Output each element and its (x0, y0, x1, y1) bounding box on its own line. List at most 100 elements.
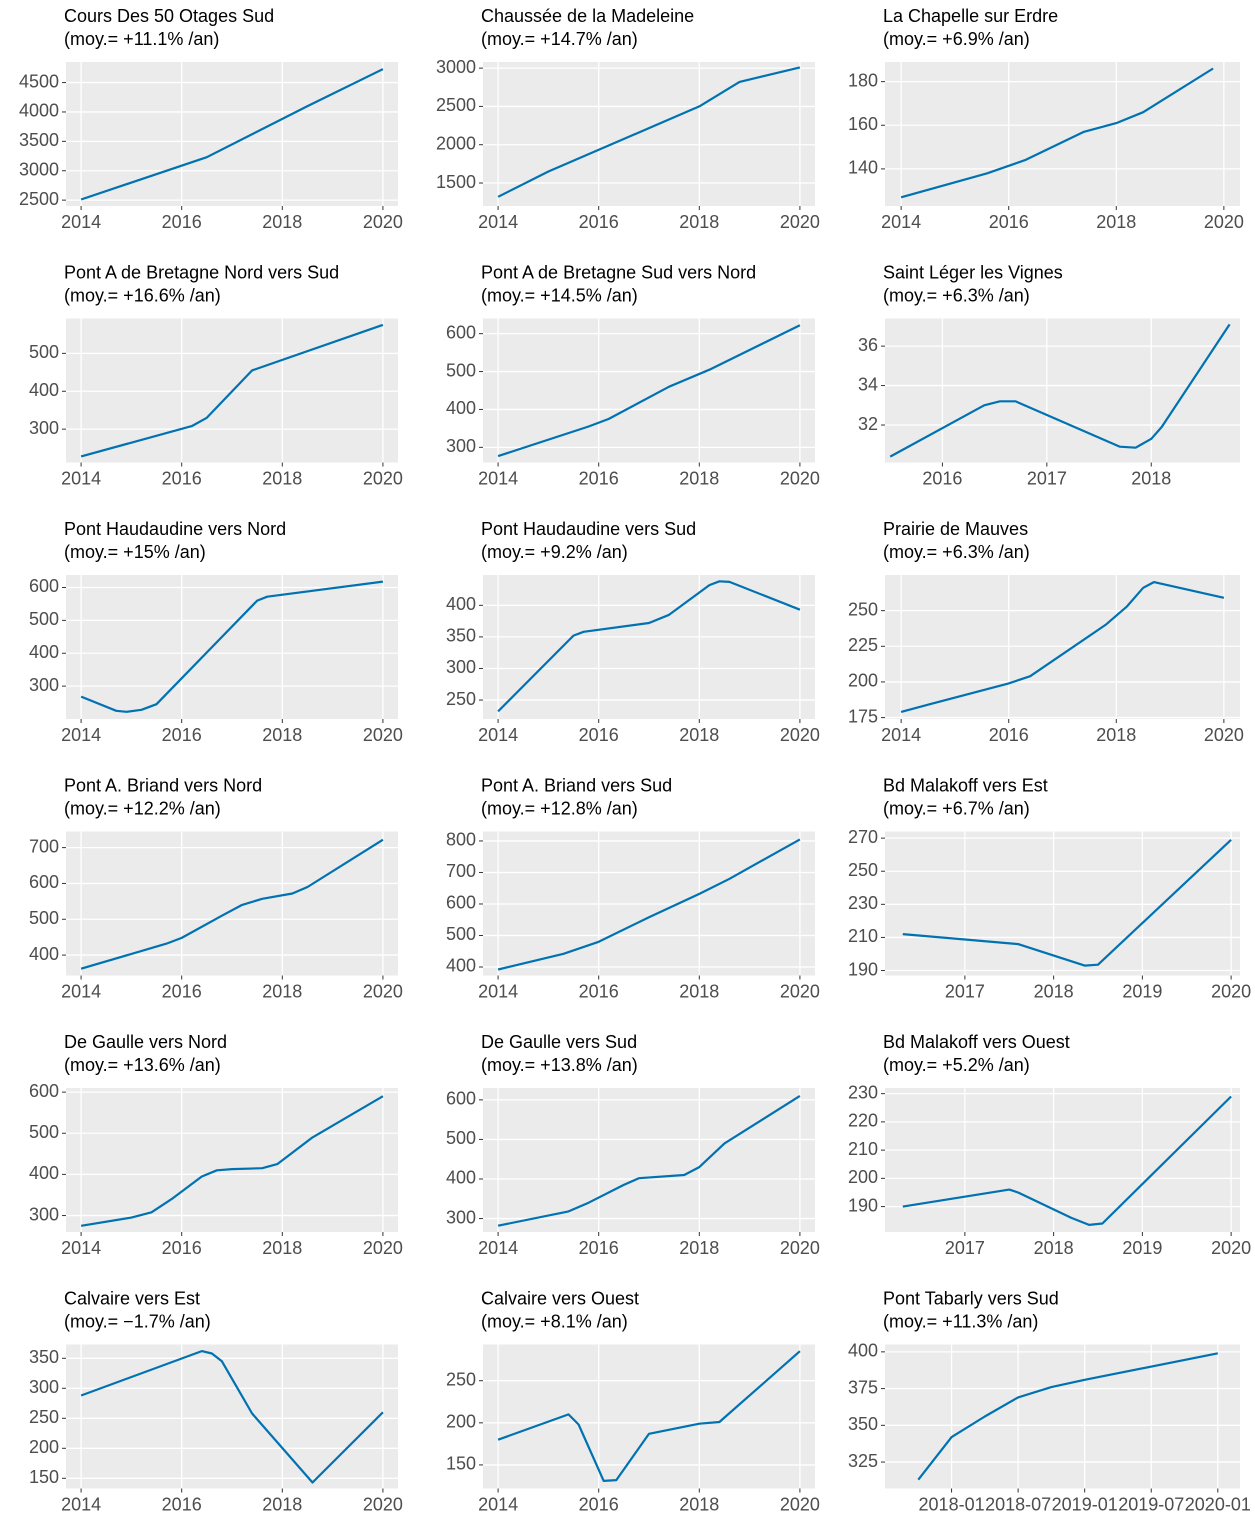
chart-subtitle: (moy.= −1.7% /an) (64, 1311, 211, 1331)
x-tick-label: 2016 (989, 212, 1029, 232)
y-tick-label: 800 (446, 830, 476, 850)
x-tick-label: 2018 (679, 468, 719, 488)
data-line (900, 67, 1214, 199)
y-tick-label: 210 (848, 926, 878, 946)
y-tick-label: 300 (446, 1207, 476, 1227)
x-tick-label: 2018 (1096, 725, 1136, 745)
chart-title: Bd Malakoff vers Est (883, 775, 1048, 795)
x-tick-label: 2019 (1122, 981, 1162, 1001)
x-tick-label: 2020 (363, 981, 403, 1001)
chart-subtitle: (moy.= +6.3% /an) (883, 542, 1030, 562)
x-tick-label: 2018 (262, 468, 302, 488)
y-tick-label: 250 (848, 599, 878, 619)
y-tick-label: 270 (848, 827, 878, 847)
plot-panel (66, 1088, 398, 1232)
chart-title: Pont Tabarly vers Sud (883, 1288, 1059, 1308)
y-tick-label: 600 (29, 1081, 59, 1101)
x-tick-label: 2019-07 (1118, 1494, 1184, 1513)
chart-subtitle: (moy.= +11.3% /an) (883, 1311, 1038, 1331)
x-tick-label: 2020-01 (1185, 1494, 1251, 1513)
plot-panel (483, 62, 815, 206)
plot-panel (885, 831, 1240, 976)
x-tick-label: 2018-07 (985, 1494, 1051, 1513)
y-tick-label: 400 (29, 944, 59, 964)
y-tick-label: 150 (446, 1454, 476, 1474)
x-tick-label: 2014 (61, 212, 101, 232)
x-tick-label: 2018 (262, 212, 302, 232)
chart-title: Pont A. Briand vers Nord (64, 775, 262, 795)
chart-title: La Chapelle sur Erdre (883, 6, 1058, 26)
x-tick-label: 2018 (679, 212, 719, 232)
y-tick-label: 250 (848, 860, 878, 880)
y-tick-label: 350 (29, 1347, 59, 1367)
y-tick-label: 230 (848, 893, 878, 913)
x-tick-label: 2014 (61, 468, 101, 488)
chart-title: Bd Malakoff vers Ouest (883, 1032, 1070, 1052)
x-tick-label: 2016 (579, 981, 619, 1001)
y-tick-label: 300 (29, 418, 59, 438)
chart-title: Saint Léger les Vignes (883, 262, 1063, 282)
chart-subtitle: (moy.= +8.1% /an) (481, 1311, 628, 1331)
x-tick-label: 2018 (1034, 981, 1074, 1001)
y-tick-label: 300 (446, 436, 476, 456)
data-line (80, 580, 384, 713)
x-tick-label: 2016 (922, 468, 962, 488)
x-tick-label: 2020 (1204, 725, 1244, 745)
x-tick-label: 2016 (579, 1494, 619, 1513)
y-tick-label: 325 (848, 1451, 878, 1471)
y-tick-label: 700 (446, 861, 476, 881)
plot-panel (483, 1088, 815, 1232)
x-tick-label: 2020 (780, 1494, 820, 1513)
y-tick-label: 250 (446, 689, 476, 709)
y-tick-label: 160 (848, 114, 878, 134)
chart-subtitle: (moy.= +6.7% /an) (883, 798, 1030, 818)
chart-subtitle: (moy.= +6.3% /an) (883, 285, 1030, 305)
data-line (80, 323, 384, 458)
chart-title: Pont A de Bretagne Sud vers Nord (481, 262, 756, 282)
x-tick-label: 2020 (1204, 212, 1244, 232)
y-tick-label: 1500 (436, 172, 476, 192)
y-tick-label: 150 (29, 1467, 59, 1487)
x-tick-label: 2018 (262, 1494, 302, 1513)
x-tick-label: 2020 (780, 1238, 820, 1258)
y-tick-label: 250 (29, 1407, 59, 1427)
plot-panel (483, 575, 815, 719)
chart-subtitle: (moy.= +11.1% /an) (64, 29, 219, 49)
y-tick-label: 200 (446, 1412, 476, 1432)
chart-title: Calvaire vers Est (64, 1288, 200, 1308)
plot-panel (885, 1344, 1240, 1489)
chart-title: Cours Des 50 Otages Sud (64, 6, 274, 26)
x-tick-label: 2017 (945, 1238, 985, 1258)
data-line (497, 1350, 801, 1482)
y-tick-label: 225 (848, 635, 878, 655)
y-tick-label: 400 (848, 1341, 878, 1361)
chart-title: Pont A de Bretagne Nord vers Sud (64, 262, 339, 282)
plot-panel (66, 575, 398, 719)
y-tick-label: 400 (29, 380, 59, 400)
y-tick-label: 350 (848, 1414, 878, 1434)
chart-title: Pont A. Briand vers Sud (481, 775, 672, 795)
x-tick-label: 2016 (162, 212, 202, 232)
y-tick-label: 600 (29, 872, 59, 892)
x-tick-label: 2014 (61, 1238, 101, 1258)
chart-subtitle: (moy.= +9.2% /an) (481, 542, 628, 562)
x-tick-label: 2018 (679, 1238, 719, 1258)
y-tick-label: 400 (29, 1163, 59, 1183)
x-tick-label: 2020 (780, 212, 820, 232)
data-line (902, 1095, 1232, 1226)
y-tick-label: 34 (858, 374, 878, 394)
x-tick-label: 2014 (61, 725, 101, 745)
y-tick-label: 400 (29, 642, 59, 662)
data-line (497, 66, 801, 198)
x-tick-label: 2014 (478, 725, 518, 745)
x-tick-label: 2016 (579, 725, 619, 745)
data-line (497, 324, 801, 458)
plot-panel (885, 62, 1240, 206)
x-tick-label: 2016 (162, 1494, 202, 1513)
y-tick-label: 210 (848, 1139, 878, 1159)
x-tick-label: 2017 (1027, 468, 1067, 488)
x-tick-label: 2018 (1096, 212, 1136, 232)
x-tick-label: 2014 (61, 1494, 101, 1513)
y-tick-label: 230 (848, 1082, 878, 1102)
y-tick-label: 300 (446, 657, 476, 677)
